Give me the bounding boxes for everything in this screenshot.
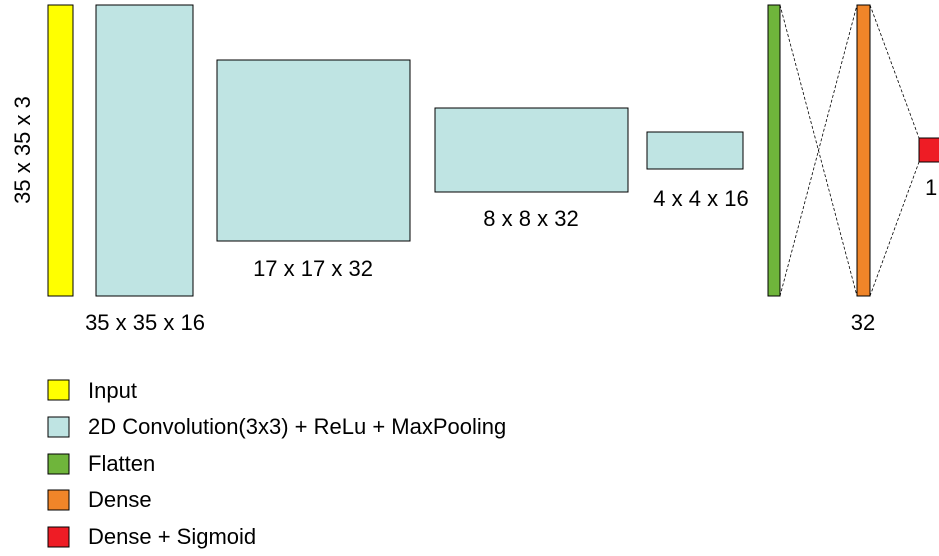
legend-swatch xyxy=(47,379,70,401)
connection xyxy=(869,4,920,139)
layer-label: 32 xyxy=(851,310,875,335)
input-layer xyxy=(47,4,74,297)
connection xyxy=(779,4,858,297)
conv-layer xyxy=(95,4,194,297)
layer-label: 1 xyxy=(925,175,937,200)
output-layer xyxy=(918,137,939,163)
legend-label: Dense xyxy=(88,487,152,512)
legend-label: Flatten xyxy=(88,451,155,476)
legend-label: 2D Convolution(3x3) + ReLu + MaxPooling xyxy=(88,414,506,439)
conv-layer xyxy=(646,131,744,170)
legend-label: Input xyxy=(88,378,137,403)
layer-label: 17 x 17 x 32 xyxy=(253,256,373,281)
legend-label: Dense + Sigmoid xyxy=(88,524,256,549)
layer-label: 35 x 35 x 3 xyxy=(10,96,35,204)
connection xyxy=(869,161,920,297)
dense-layer xyxy=(856,4,871,297)
layer-label: 4 x 4 x 16 xyxy=(653,186,748,211)
legend-swatch xyxy=(47,489,70,511)
conv-layer xyxy=(216,59,411,242)
legend-swatch xyxy=(47,453,70,475)
legend-swatch xyxy=(47,526,70,548)
layer-label: 35 x 35 x 16 xyxy=(85,310,205,335)
legend-swatch xyxy=(47,416,70,438)
conv-layer xyxy=(434,107,629,193)
flatten-layer xyxy=(767,4,781,297)
layer-label: 8 x 8 x 32 xyxy=(483,206,578,231)
